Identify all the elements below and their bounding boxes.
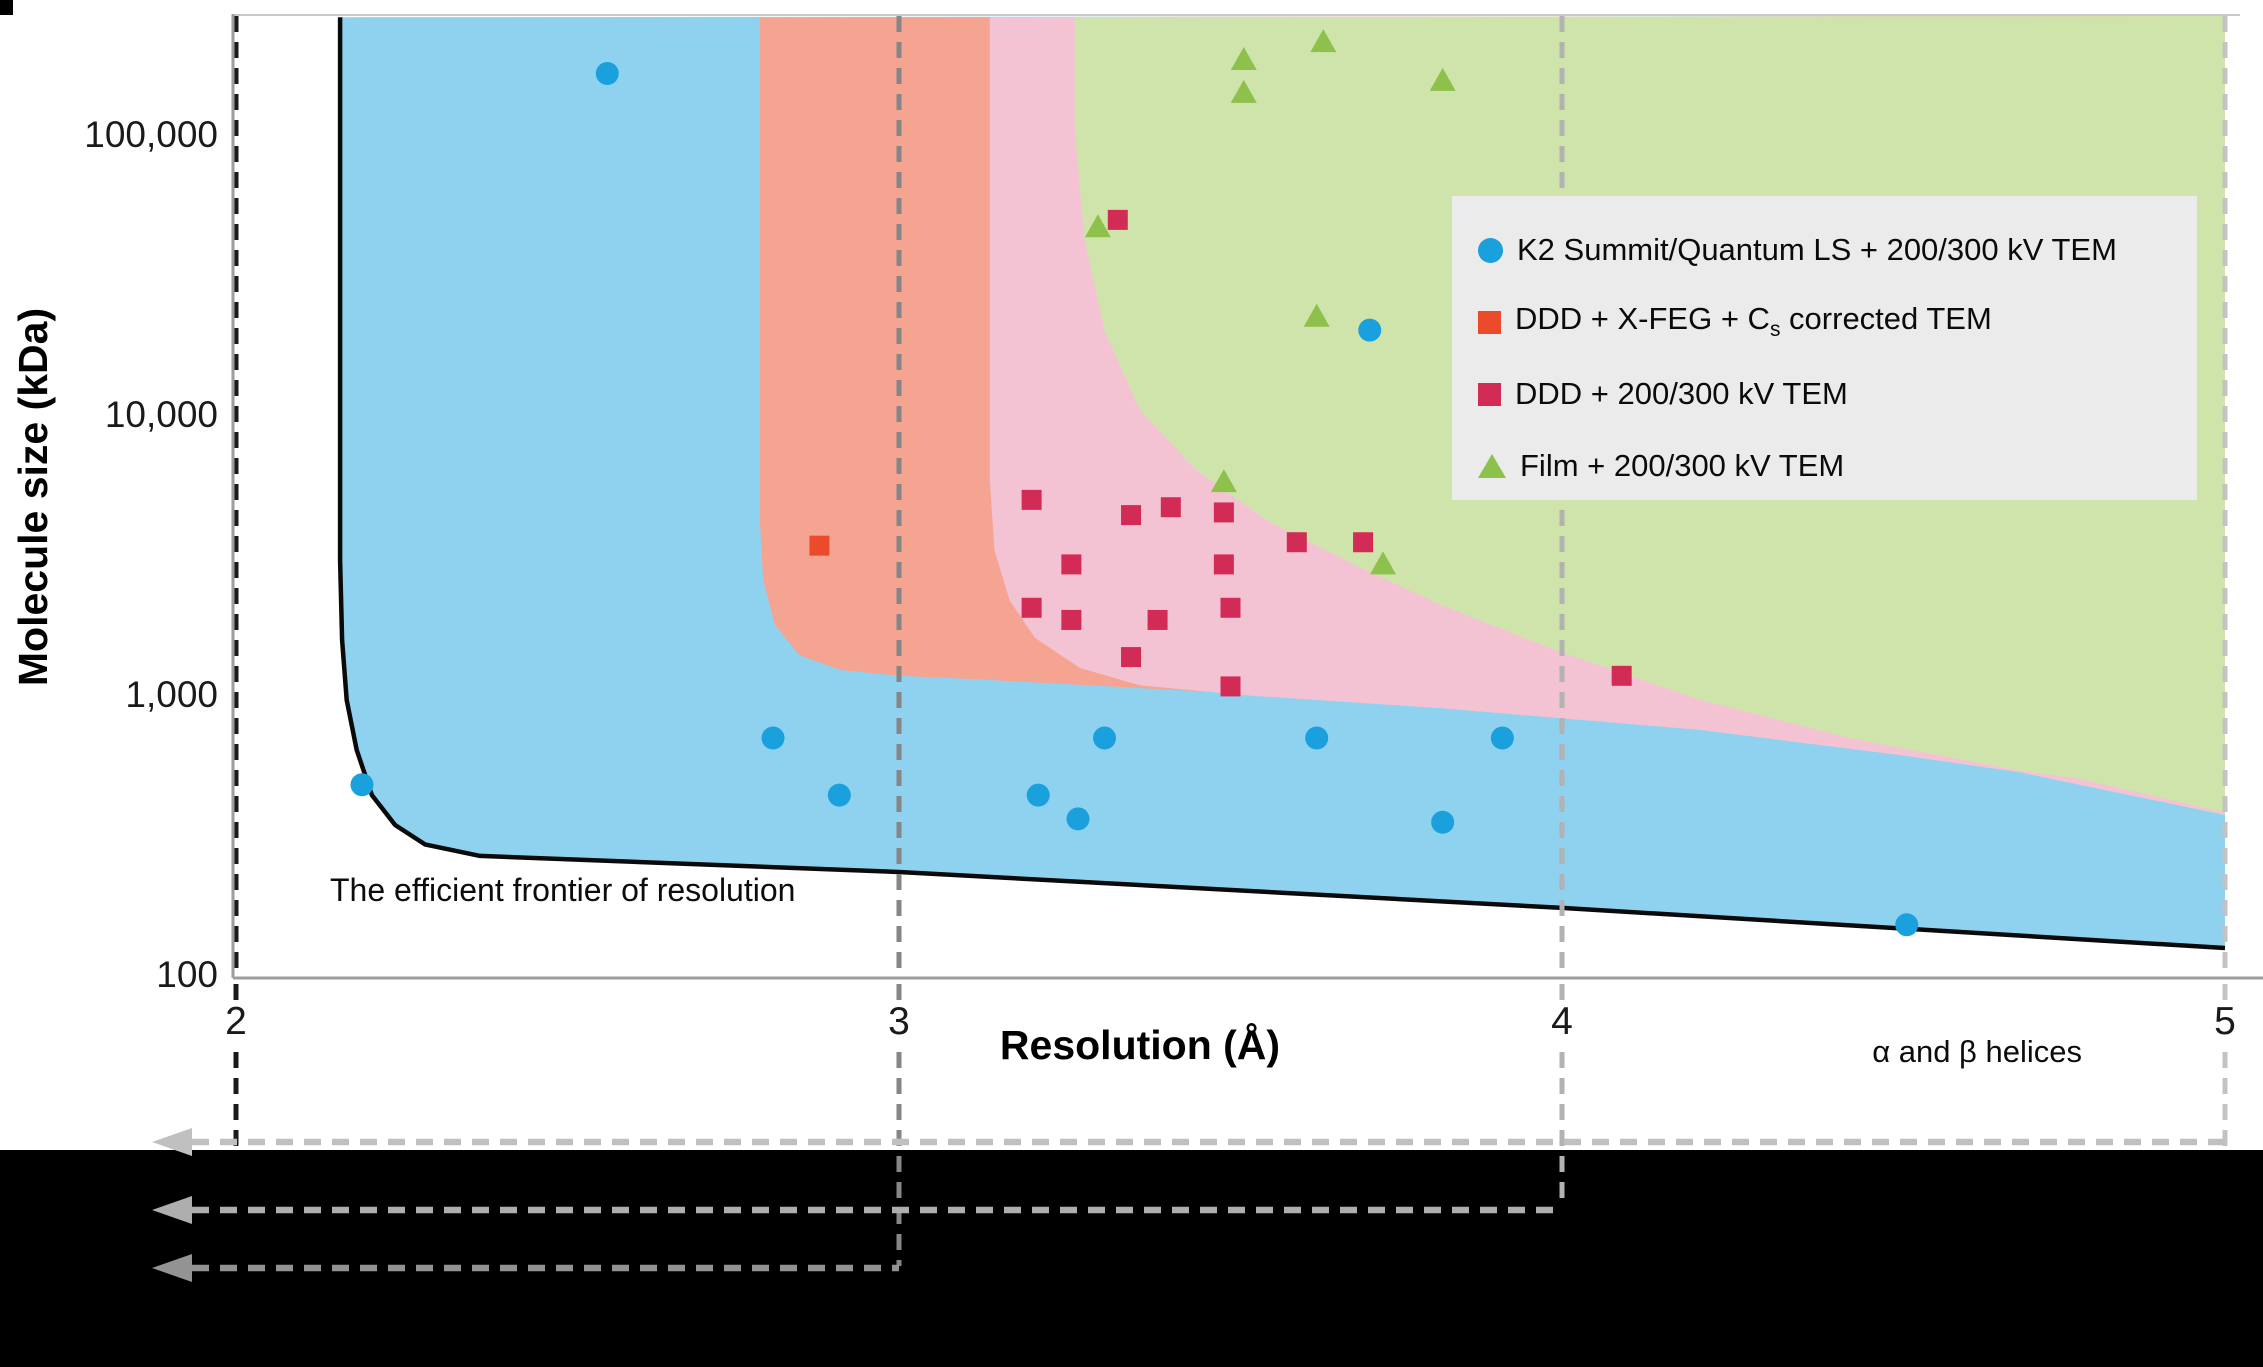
data-point-square [1220, 597, 1241, 618]
legend-item-label: K2 Summit/Quantum LS + 200/300 kV TEM [1517, 232, 2117, 267]
data-point-triangle [1210, 469, 1237, 493]
efficient-frontier-curve [337, 17, 2226, 951]
legend-item-3: Film + 200/300 kV TEM [1478, 430, 2197, 502]
y-tick-1,000: 1,000 [125, 674, 218, 715]
arrow-head-icon [152, 1128, 192, 1156]
data-point-square [1061, 609, 1082, 630]
circle-marker-icon [1478, 237, 1503, 263]
y-tick-10,000: 10,000 [104, 394, 218, 435]
data-point-triangle [1369, 551, 1396, 575]
legend-item-label: DDD + X-FEG + Cs corrected TEM [1515, 301, 1992, 342]
x-tick-2: 2 [225, 1000, 247, 1043]
data-point-circle [1358, 318, 1382, 342]
data-point-square [1213, 554, 1234, 575]
data-point-triangle [1084, 214, 1111, 238]
data-point-square [1147, 609, 1168, 630]
arrow-head-icon [152, 1254, 192, 1282]
x-axis-title: Resolution (Å) [999, 1022, 1281, 1068]
x-tick-3: 3 [888, 1000, 910, 1043]
x-tick-5: 5 [2214, 1000, 2236, 1043]
triangle-marker-icon [1478, 454, 1506, 478]
legend-item-label: DDD + 200/300 kV TEM [1515, 376, 1848, 411]
square-marker-icon [1478, 382, 1501, 406]
data-point-square [1286, 532, 1307, 553]
data-point-square [1220, 676, 1241, 697]
chart-legend: K2 Summit/Quantum LS + 200/300 kV TEM DDD… [1452, 196, 2197, 500]
data-point-square [1121, 647, 1142, 668]
square-marker-icon [1478, 310, 1501, 334]
data-point-square [1061, 554, 1082, 575]
data-point-square [1213, 502, 1234, 523]
data-point-circle [827, 783, 851, 807]
data-point-triangle [1429, 67, 1456, 91]
data-point-triangle [1230, 79, 1257, 103]
data-point-circle [1066, 807, 1090, 831]
data-point-circle [1305, 726, 1329, 750]
data-point-circle [761, 726, 785, 750]
y-tick-100: 100 [156, 954, 218, 995]
data-point-triangle [1303, 303, 1330, 327]
y-tick-100,000: 100,000 [84, 114, 218, 155]
data-point-circle [595, 61, 619, 85]
data-point-square [1160, 497, 1181, 518]
frontier-annotation: The efficient frontier of resolution [330, 872, 796, 908]
data-point-square [1107, 209, 1128, 230]
bottom-black-band [0, 1150, 2263, 1367]
legend-item-0: K2 Summit/Quantum LS + 200/300 kV TEM [1478, 214, 2197, 286]
data-point-triangle [1230, 46, 1257, 70]
helices-annotation: α and β helices [1872, 1034, 2082, 1069]
data-point-square [809, 535, 830, 556]
data-point-circle [1895, 913, 1919, 937]
data-point-triangle [1310, 29, 1337, 53]
data-point-square [1611, 665, 1632, 686]
data-point-circle [1431, 810, 1455, 834]
data-point-square [1353, 532, 1374, 553]
y-axis-title: Molecule size (kDa) [10, 307, 56, 687]
data-point-square [1121, 505, 1142, 526]
data-point-circle [1026, 783, 1050, 807]
panel-corner-mark [0, 0, 13, 15]
legend-item-label: Film + 200/300 kV TEM [1520, 448, 1845, 483]
data-point-circle [1093, 726, 1117, 750]
legend-item-1: DDD + X-FEG + Cs corrected TEM [1478, 286, 2197, 358]
data-point-circle [1490, 726, 1514, 750]
data-point-square [1021, 489, 1042, 510]
legend-item-2: DDD + 200/300 kV TEM [1478, 358, 2197, 430]
x-tick-4: 4 [1551, 1000, 1573, 1043]
data-point-square [1021, 597, 1042, 618]
data-point-circle [350, 773, 374, 797]
arrow-head-icon [152, 1196, 192, 1224]
